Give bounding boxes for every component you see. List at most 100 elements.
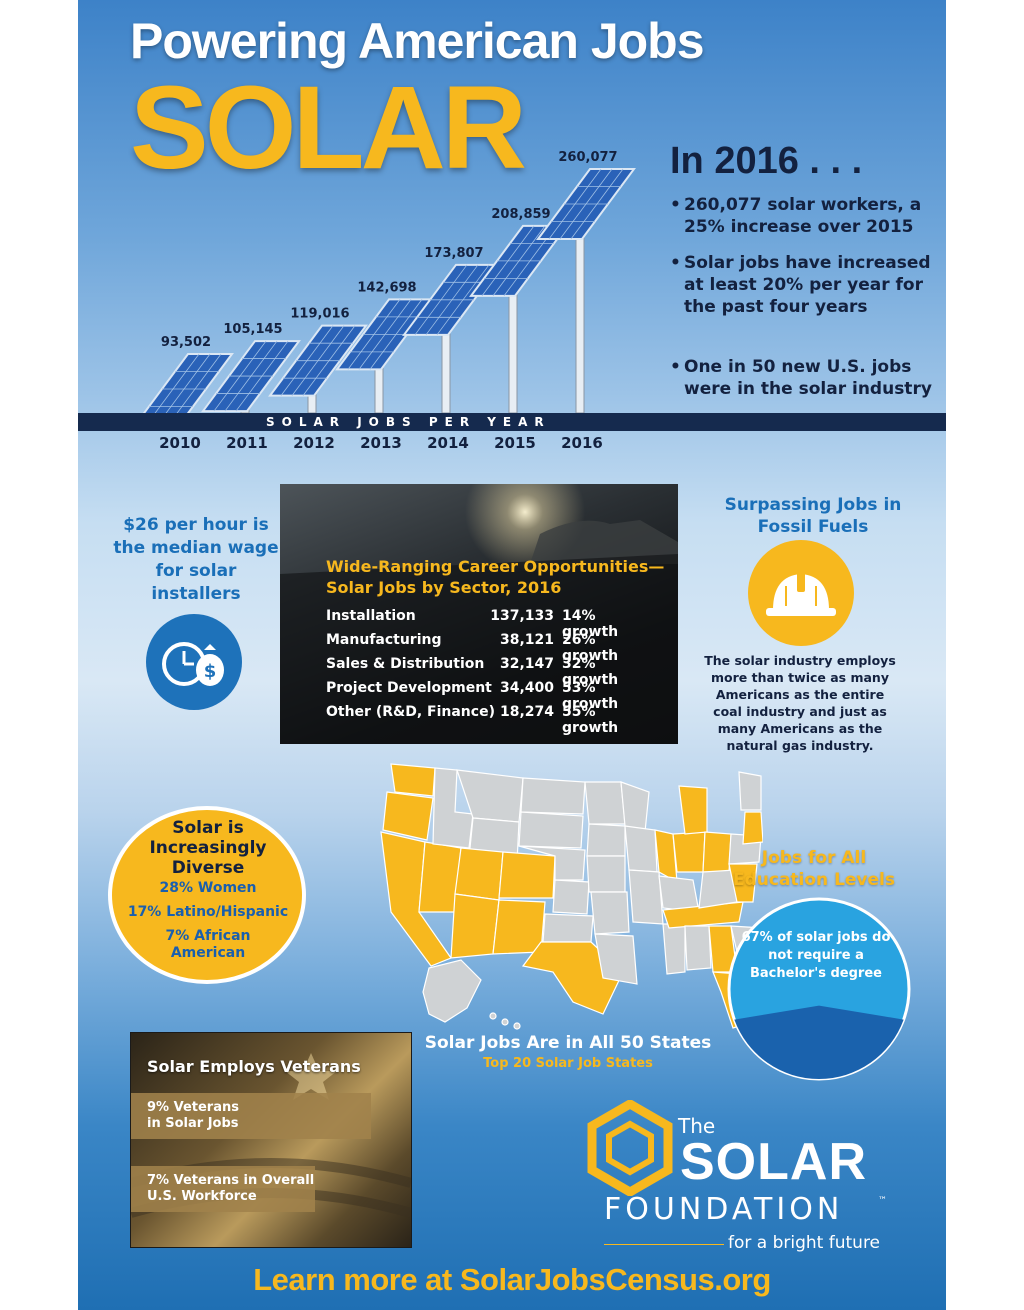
sector-jobs: 18,274 bbox=[499, 704, 554, 720]
year-tick-label: 2013 bbox=[360, 434, 402, 452]
sunset-backdrop bbox=[280, 484, 678, 744]
highlights-heading: In 2016 . . . bbox=[670, 140, 863, 182]
sector-jobs: 38,121 bbox=[499, 632, 554, 648]
veterans-panel: Solar Employs Veterans 9% Veterans in So… bbox=[130, 1032, 412, 1248]
state-shape bbox=[513, 1022, 521, 1030]
state-shape bbox=[584, 781, 626, 825]
logo-wordmark: SOLAR bbox=[680, 1133, 867, 1191]
state-shape bbox=[498, 851, 556, 899]
sector-name: Installation bbox=[326, 608, 416, 624]
state-shape bbox=[672, 831, 706, 873]
solar-panel-bar bbox=[137, 353, 234, 420]
highlight-bullet: 260,077 solar workers, a 25% increase ov… bbox=[670, 194, 934, 238]
state-shape bbox=[594, 933, 638, 985]
median-wage-text: $26 per hour is the median wage for sola… bbox=[113, 515, 279, 604]
state-shape bbox=[742, 811, 763, 845]
sector-jobs: 137,133 bbox=[490, 608, 554, 624]
solar-headline: SOLAR bbox=[130, 62, 527, 194]
year-tick-label: 2010 bbox=[159, 434, 201, 452]
sector-name: Manufacturing bbox=[326, 632, 442, 648]
sector-growth: 14% growth bbox=[562, 608, 619, 640]
diversity-stat: 17% Latino/Hispanic bbox=[127, 904, 289, 920]
bar-value-label: 260,077 bbox=[558, 150, 617, 165]
poster-title: Powering American Jobs bbox=[130, 13, 705, 69]
bar-value-label: 105,145 bbox=[223, 322, 282, 337]
state-shape bbox=[492, 899, 546, 955]
state-shape bbox=[489, 1012, 497, 1020]
state-shape bbox=[586, 823, 626, 857]
sector-growth: 55% growth bbox=[562, 704, 619, 736]
highlight-bullet: One in 50 new U.S. jobs were in the sola… bbox=[670, 356, 934, 400]
education-heading: Jobs for All Education Levels bbox=[732, 848, 895, 890]
state-shape bbox=[518, 811, 584, 849]
sector-growth: 32% growth bbox=[562, 656, 619, 688]
logo-tagline: for a bright future bbox=[728, 1233, 881, 1253]
state-shape bbox=[586, 855, 626, 893]
state-shape bbox=[542, 913, 594, 943]
state-shape bbox=[738, 771, 762, 811]
diversity-circle bbox=[108, 806, 306, 984]
fossil-fuels-text: The solar industry employs more than twi… bbox=[704, 653, 896, 753]
state-shape bbox=[518, 845, 586, 881]
sector-table-row: Manufacturing 38,121 26% growth bbox=[326, 632, 656, 664]
year-tick-label: 2016 bbox=[561, 434, 603, 452]
year-tick-label: 2011 bbox=[226, 434, 268, 452]
sector-table-title: Wide-Ranging Career Opportunities— Solar… bbox=[326, 557, 665, 597]
sector-table-row: Installation 137,133 14% growth bbox=[326, 608, 656, 640]
bar-value-label: 208,859 bbox=[491, 207, 550, 222]
sector-name: Other (R&D, Finance) bbox=[326, 704, 495, 720]
infographic-poster: Powering American Jobs SOLAR 93,502 105,1… bbox=[78, 0, 946, 1310]
state-shape bbox=[662, 923, 686, 975]
bar-value-label: 142,698 bbox=[357, 280, 416, 295]
state-shape bbox=[684, 925, 712, 971]
sector-name: Project Development bbox=[326, 680, 492, 696]
state-shape bbox=[450, 893, 500, 959]
state-shape bbox=[454, 847, 504, 901]
solar-panel-bar bbox=[536, 168, 636, 240]
bar-value-label: 119,016 bbox=[290, 307, 349, 322]
education-stat: 67% of solar jobs do not require a Bache… bbox=[741, 930, 891, 981]
hexagon-logo-icon bbox=[587, 1100, 673, 1196]
education-share-circle bbox=[727, 897, 911, 1081]
sector-jobs-panel: Wide-Ranging Career Opportunities— Solar… bbox=[280, 484, 678, 744]
veterans-stat-card: 9% Veterans in Solar Jobs bbox=[131, 1093, 371, 1139]
learn-more-link[interactable]: Learn more at SolarJobsCensus.org bbox=[253, 1262, 771, 1297]
logo-trademark: ™ bbox=[878, 1196, 887, 1206]
state-shape bbox=[422, 959, 482, 1023]
state-shape bbox=[590, 891, 630, 935]
state-shape bbox=[678, 785, 708, 835]
svg-text:$: $ bbox=[204, 661, 217, 682]
logo-the: The bbox=[678, 1114, 716, 1138]
chart-caption: SOLAR JOBS PER YEAR bbox=[266, 415, 551, 429]
hard-hat-icon bbox=[748, 540, 854, 646]
clock-money-icon: $ bbox=[146, 614, 242, 710]
sector-name: Sales & Distribution bbox=[326, 656, 485, 672]
diversity-stat: 7% African American bbox=[165, 928, 251, 961]
diversity-heading: Solar is Increasingly Diverse bbox=[149, 818, 267, 878]
year-tick-label: 2015 bbox=[494, 434, 536, 452]
bar-value-label: 93,502 bbox=[161, 335, 211, 350]
sector-growth: 26% growth bbox=[562, 632, 619, 664]
state-shape bbox=[520, 777, 586, 815]
sector-table-row: Other (R&D, Finance) 18,274 55% growth bbox=[326, 704, 656, 736]
state-shape bbox=[390, 763, 436, 797]
state-shape bbox=[624, 825, 658, 873]
year-tick-label: 2014 bbox=[427, 434, 469, 452]
state-shape bbox=[501, 1018, 509, 1026]
state-shape bbox=[552, 879, 590, 915]
sector-jobs: 32,147 bbox=[499, 656, 554, 672]
year-tick-label: 2012 bbox=[293, 434, 335, 452]
diversity-stat: 28% Women bbox=[159, 880, 257, 896]
veterans-stat: 7% Veterans in Overall U.S. Workforce bbox=[147, 1173, 315, 1204]
state-shape bbox=[620, 781, 650, 833]
sector-jobs: 34,400 bbox=[499, 680, 554, 696]
solar-panel-bar bbox=[268, 324, 368, 397]
sector-table-row: Sales & Distribution 32,147 32% growth bbox=[326, 656, 656, 688]
sector-growth: 53% growth bbox=[562, 680, 619, 712]
us-states-map bbox=[380, 763, 763, 1030]
veterans-stat-card: 7% Veterans in Overall U.S. Workforce bbox=[131, 1166, 315, 1212]
map-subtitle: Top 20 Solar Job States bbox=[483, 1056, 653, 1071]
fossil-fuels-heading: Surpassing Jobs in Fossil Fuels bbox=[724, 495, 902, 537]
state-shape bbox=[521, 941, 624, 1015]
state-shape bbox=[728, 863, 758, 903]
